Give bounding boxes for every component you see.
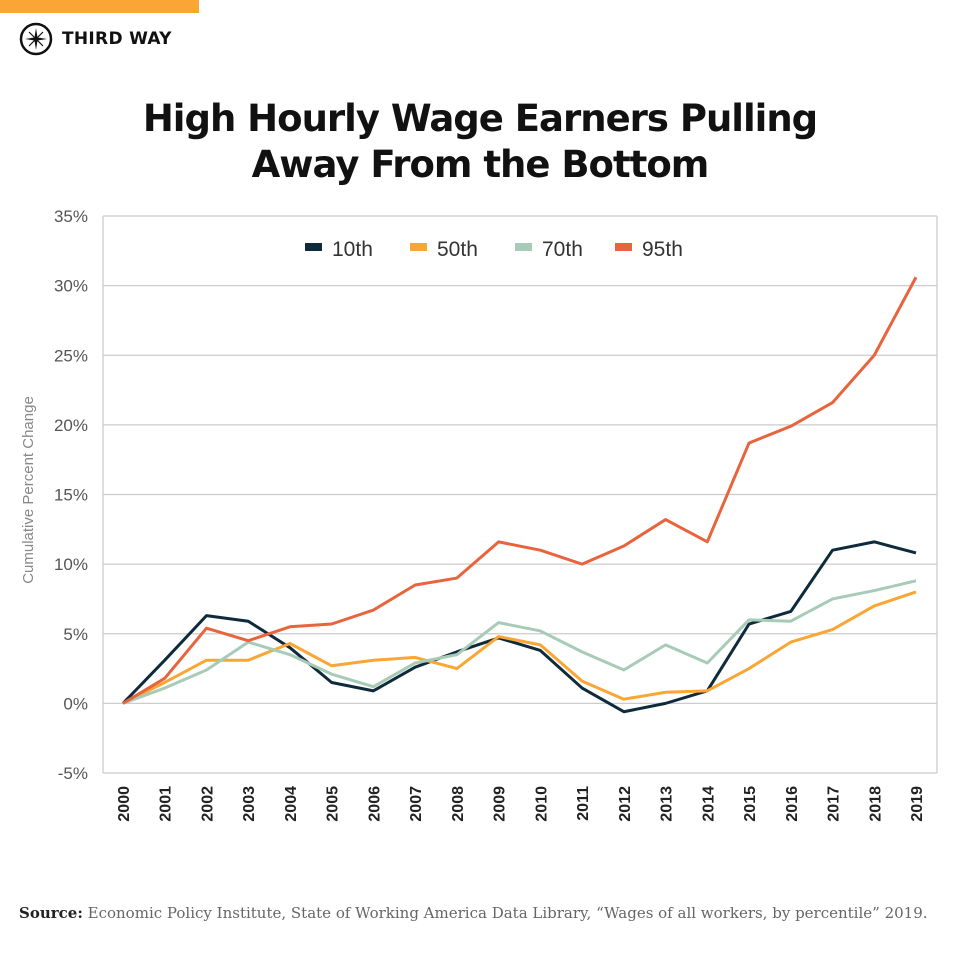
x-tick-label: 2008 [450,786,467,822]
legend-swatch-10th [305,243,322,251]
series-line-95th [122,276,918,705]
series-line-70th [122,579,917,705]
x-tick-label: 2017 [826,786,843,822]
legend-label-95th: 95th [642,238,683,261]
x-tick-label: 2014 [700,786,717,822]
legend-swatch-70th [515,243,532,251]
x-tick-label: 2007 [408,786,425,822]
x-tick-label: 2003 [241,786,258,822]
title-line-2: Away From the Bottom [251,143,710,186]
source-note: Source: Economic Policy Institute, State… [19,903,939,924]
x-tick-label: 2010 [533,786,550,822]
chart-title: High Hourly Wage Earners Pulling Away Fr… [0,96,960,188]
brand-name: THIRD WAY [62,29,172,49]
series-line-50th [122,590,917,705]
x-tick-label: 2011 [575,786,592,821]
x-tick-label: 2018 [867,786,884,822]
y-tick-label: -5% [58,764,88,783]
y-axis-label: Cumulative Percent Change [20,396,37,584]
x-tick-label: 2002 [199,786,216,822]
x-tick-label: 2005 [325,786,342,822]
x-tick-label: 2006 [366,786,383,822]
legend-label-50th: 50th [437,238,478,261]
x-tick-label: 2016 [784,786,801,822]
third-way-logo: THIRD WAY [19,22,172,56]
x-tick-label: 2019 [909,786,926,822]
x-tick-label: 2001 [158,786,175,822]
y-tick-label: 5% [63,625,88,644]
y-tick-label: 20% [54,416,88,435]
line-chart: -5% 0% 5% 10% 15% 20% 25% 30% 35% 2000 2001 2002 20… [20,207,938,822]
x-tick-label: 2000 [116,786,133,822]
y-tick-label: 25% [54,346,88,365]
x-tick-label: 2004 [283,786,300,822]
y-tick-label: 0% [63,694,88,713]
legend-swatch-95th [615,243,632,251]
y-tick-label: 15% [54,486,88,505]
compass-icon [19,22,53,56]
accent-bar [0,0,199,13]
x-tick-label: 2009 [492,786,509,822]
x-tick-label: 2015 [742,786,759,822]
y-tick-label: 35% [54,207,88,226]
title-line-1: High Hourly Wage Earners Pulling [142,97,818,140]
source-label: Source: [19,904,83,922]
legend-swatch-50th [410,243,427,251]
series-line-10th [121,540,917,714]
legend-label-10th: 10th [332,238,373,261]
x-tick-label: 2013 [659,786,676,822]
source-text: Economic Policy Institute, State of Work… [82,904,928,922]
y-tick-label: 30% [54,277,88,296]
x-tick-label: 2012 [617,786,634,822]
y-tick-label: 10% [54,555,88,574]
legend-label-70th: 70th [542,238,583,261]
